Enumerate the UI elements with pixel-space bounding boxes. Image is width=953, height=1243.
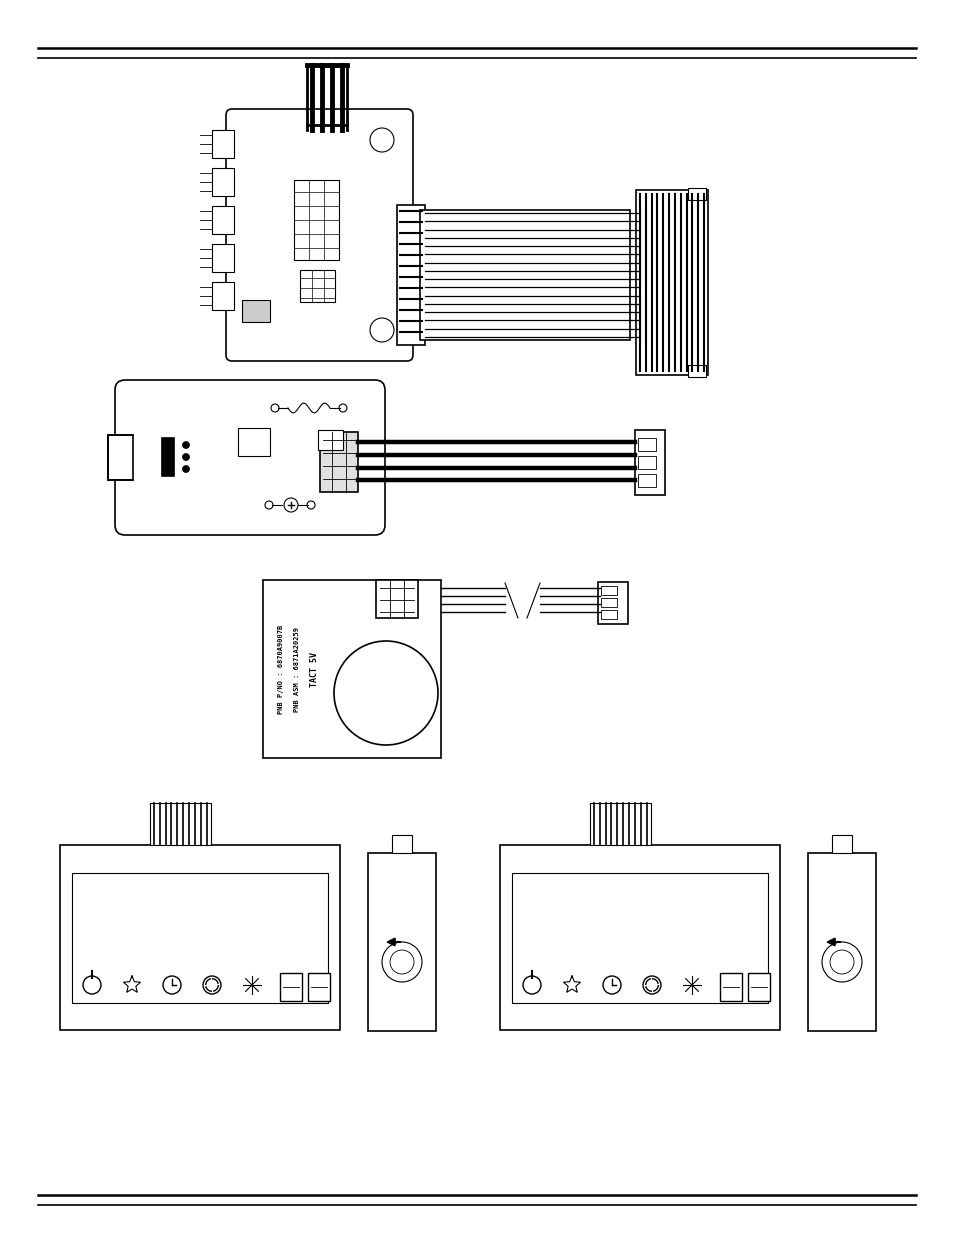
Bar [600, 610, 617, 619]
Bar [319, 433, 357, 492]
Text: PNB P/NO : 6870A9007B: PNB P/NO : 6870A9007B [277, 624, 284, 713]
Circle shape [182, 441, 190, 449]
Bar [308, 973, 330, 1001]
Text: PNB ASM : 6871A20259: PNB ASM : 6871A20259 [294, 626, 299, 711]
Bar [807, 853, 875, 1030]
Bar [375, 580, 417, 618]
Bar [212, 131, 233, 158]
Circle shape [163, 976, 181, 994]
Bar [212, 282, 233, 310]
Bar [635, 430, 664, 495]
Circle shape [338, 404, 347, 411]
Circle shape [821, 942, 862, 982]
Bar [212, 206, 233, 234]
Bar [71, 873, 328, 1003]
Bar [687, 365, 705, 377]
Bar [212, 168, 233, 196]
Bar [598, 582, 627, 624]
Bar [600, 585, 617, 595]
Circle shape [381, 942, 421, 982]
Bar [60, 845, 339, 1030]
Bar [317, 430, 343, 450]
Bar [237, 428, 270, 456]
Circle shape [271, 404, 278, 411]
Bar [162, 438, 173, 476]
Bar [638, 438, 656, 451]
Bar [638, 456, 656, 469]
Bar [747, 973, 769, 1001]
Bar [831, 835, 851, 853]
Circle shape [829, 950, 853, 975]
Bar [396, 205, 424, 346]
Circle shape [265, 501, 273, 508]
Bar [294, 180, 338, 260]
Circle shape [522, 976, 540, 994]
Circle shape [307, 501, 314, 508]
Bar [512, 873, 767, 1003]
Bar [589, 803, 651, 845]
Bar [299, 270, 335, 302]
Bar [212, 244, 233, 272]
Circle shape [182, 454, 190, 460]
Bar [600, 598, 617, 607]
Bar [110, 438, 131, 479]
Circle shape [334, 641, 437, 745]
Bar [242, 300, 270, 322]
Bar [263, 580, 440, 758]
Circle shape [203, 976, 221, 994]
Circle shape [370, 318, 394, 342]
Circle shape [390, 950, 414, 975]
FancyBboxPatch shape [226, 109, 413, 360]
Circle shape [83, 976, 101, 994]
Bar [280, 973, 302, 1001]
Circle shape [602, 976, 620, 994]
Bar [392, 835, 412, 853]
Circle shape [284, 498, 297, 512]
Bar [687, 188, 705, 200]
Bar [636, 190, 707, 375]
Bar [419, 210, 629, 341]
Text: TACT 5V: TACT 5V [310, 651, 319, 686]
Bar [499, 845, 780, 1030]
Circle shape [370, 128, 394, 152]
Bar [150, 803, 211, 845]
FancyBboxPatch shape [115, 380, 385, 534]
Bar [720, 973, 741, 1001]
Circle shape [642, 976, 660, 994]
Circle shape [182, 465, 190, 472]
Bar [368, 853, 436, 1030]
Bar [108, 435, 132, 480]
Bar [638, 474, 656, 487]
